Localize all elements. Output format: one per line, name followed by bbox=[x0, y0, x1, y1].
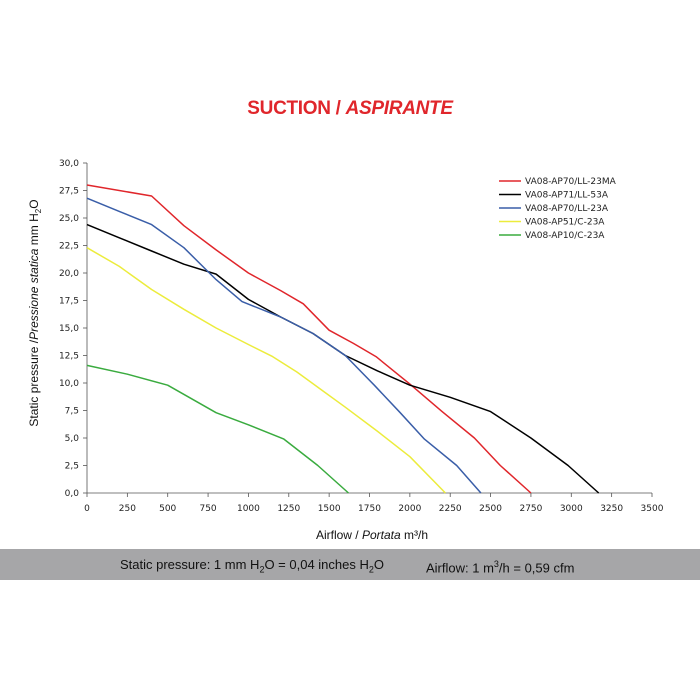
x-axis-label-italic: Portata bbox=[362, 528, 401, 542]
y-tick-label: 17,5 bbox=[59, 297, 79, 307]
title-italic: ASPIRANTE bbox=[345, 98, 453, 119]
x-tick-label: 2000 bbox=[398, 504, 421, 514]
y-axis-label-end: O bbox=[27, 199, 41, 208]
y-tick-label: 0,0 bbox=[65, 489, 80, 499]
y-tick-label: 30,0 bbox=[59, 159, 79, 169]
y-axis-label-unit: mm H bbox=[27, 213, 41, 245]
title-main: SUCTION / bbox=[247, 98, 341, 119]
legend: VA08-AP70/LL-23MA VA08-AP71/LL-53A VA08-AP… bbox=[499, 177, 617, 241]
legend-entry: VA08-AP70/LL-23MA bbox=[525, 177, 617, 187]
x-axis-label-main: Airflow / bbox=[316, 528, 359, 542]
legend-entry: VA08-AP70/LL-23A bbox=[525, 204, 609, 214]
x-tick-label: 500 bbox=[159, 504, 176, 514]
x-tick-label: 3000 bbox=[560, 504, 583, 514]
y-tick-label: 7,5 bbox=[65, 407, 79, 417]
series-line-5 bbox=[86, 364, 350, 494]
y-tick-label: 5,0 bbox=[65, 434, 80, 444]
x-tick-label: 3500 bbox=[641, 504, 664, 514]
x-tick-label: 1250 bbox=[277, 504, 300, 514]
x-tick-label: 0 bbox=[84, 504, 90, 514]
y-tick-label: 10,0 bbox=[59, 379, 79, 389]
footer-bar: Static pressure: 1 mm H2O = 0,04 inches … bbox=[0, 549, 700, 580]
y-tick-label: 15,0 bbox=[59, 324, 79, 334]
y-tick-label: 27,5 bbox=[59, 187, 79, 197]
x-tick-label: 1500 bbox=[318, 504, 341, 514]
pressure-conversion: Static pressure: 1 mm H2O = 0,04 inches … bbox=[120, 557, 385, 575]
series-line-3 bbox=[86, 197, 482, 494]
series-lines bbox=[86, 184, 600, 494]
y-tick-label: 20,0 bbox=[59, 269, 79, 279]
x-axis-label-unit: m³/h bbox=[404, 528, 428, 542]
legend-entry: VA08-AP51/C-23A bbox=[525, 218, 605, 228]
x-tick-label: 2500 bbox=[479, 504, 502, 514]
x-tick-label: 750 bbox=[199, 504, 216, 514]
footer-text: Static pressure: 1 mm H2O = 0,04 inches … bbox=[0, 549, 700, 580]
x-axis-ticks: 0 250 500 750 1000 1250 1500 1750 2000 2250 2500 27… bbox=[84, 493, 664, 514]
y-axis-label-main: Static pressure / bbox=[27, 339, 41, 426]
x-tick-label: 250 bbox=[119, 504, 136, 514]
series-line-2 bbox=[86, 223, 600, 494]
y-tick-label: 22,5 bbox=[59, 242, 79, 252]
y-tick-label: 12,5 bbox=[59, 352, 79, 362]
legend-entry: VA08-AP71/LL-53A bbox=[525, 191, 609, 201]
chart-title: SUCTION / ASPIRANTE bbox=[0, 98, 700, 120]
x-tick-label: 2250 bbox=[439, 504, 462, 514]
airflow-conversion: Airflow: 1 m3/h = 0,59 cfm bbox=[426, 559, 575, 576]
x-axis-label: Airflow / Portata m³/h bbox=[316, 528, 428, 542]
chart-area: 0 250 500 750 1000 1250 1500 1750 2000 2250 2500 27… bbox=[27, 159, 664, 542]
series-line-4 bbox=[86, 247, 446, 494]
legend-entry: VA08-AP10/C-23A bbox=[525, 231, 605, 241]
x-tick-label: 2750 bbox=[519, 504, 542, 514]
x-tick-label: 1750 bbox=[358, 504, 381, 514]
y-axis-ticks: 0,0 2,5 5,0 7,5 10,0 12,5 15,0 17,5 20,0 22,5 25,0… bbox=[59, 159, 87, 499]
y-tick-label: 2,5 bbox=[65, 462, 79, 472]
y-axis-label-sub: 2 bbox=[34, 208, 43, 213]
x-tick-label: 1000 bbox=[237, 504, 260, 514]
series-line-1 bbox=[86, 184, 532, 494]
y-axis-label-italic: Pressione statica bbox=[27, 248, 41, 340]
y-tick-label: 25,0 bbox=[59, 214, 79, 224]
y-axis-label: Static pressure /Pressione statica mm H2… bbox=[27, 199, 43, 426]
x-tick-label: 3250 bbox=[600, 504, 623, 514]
